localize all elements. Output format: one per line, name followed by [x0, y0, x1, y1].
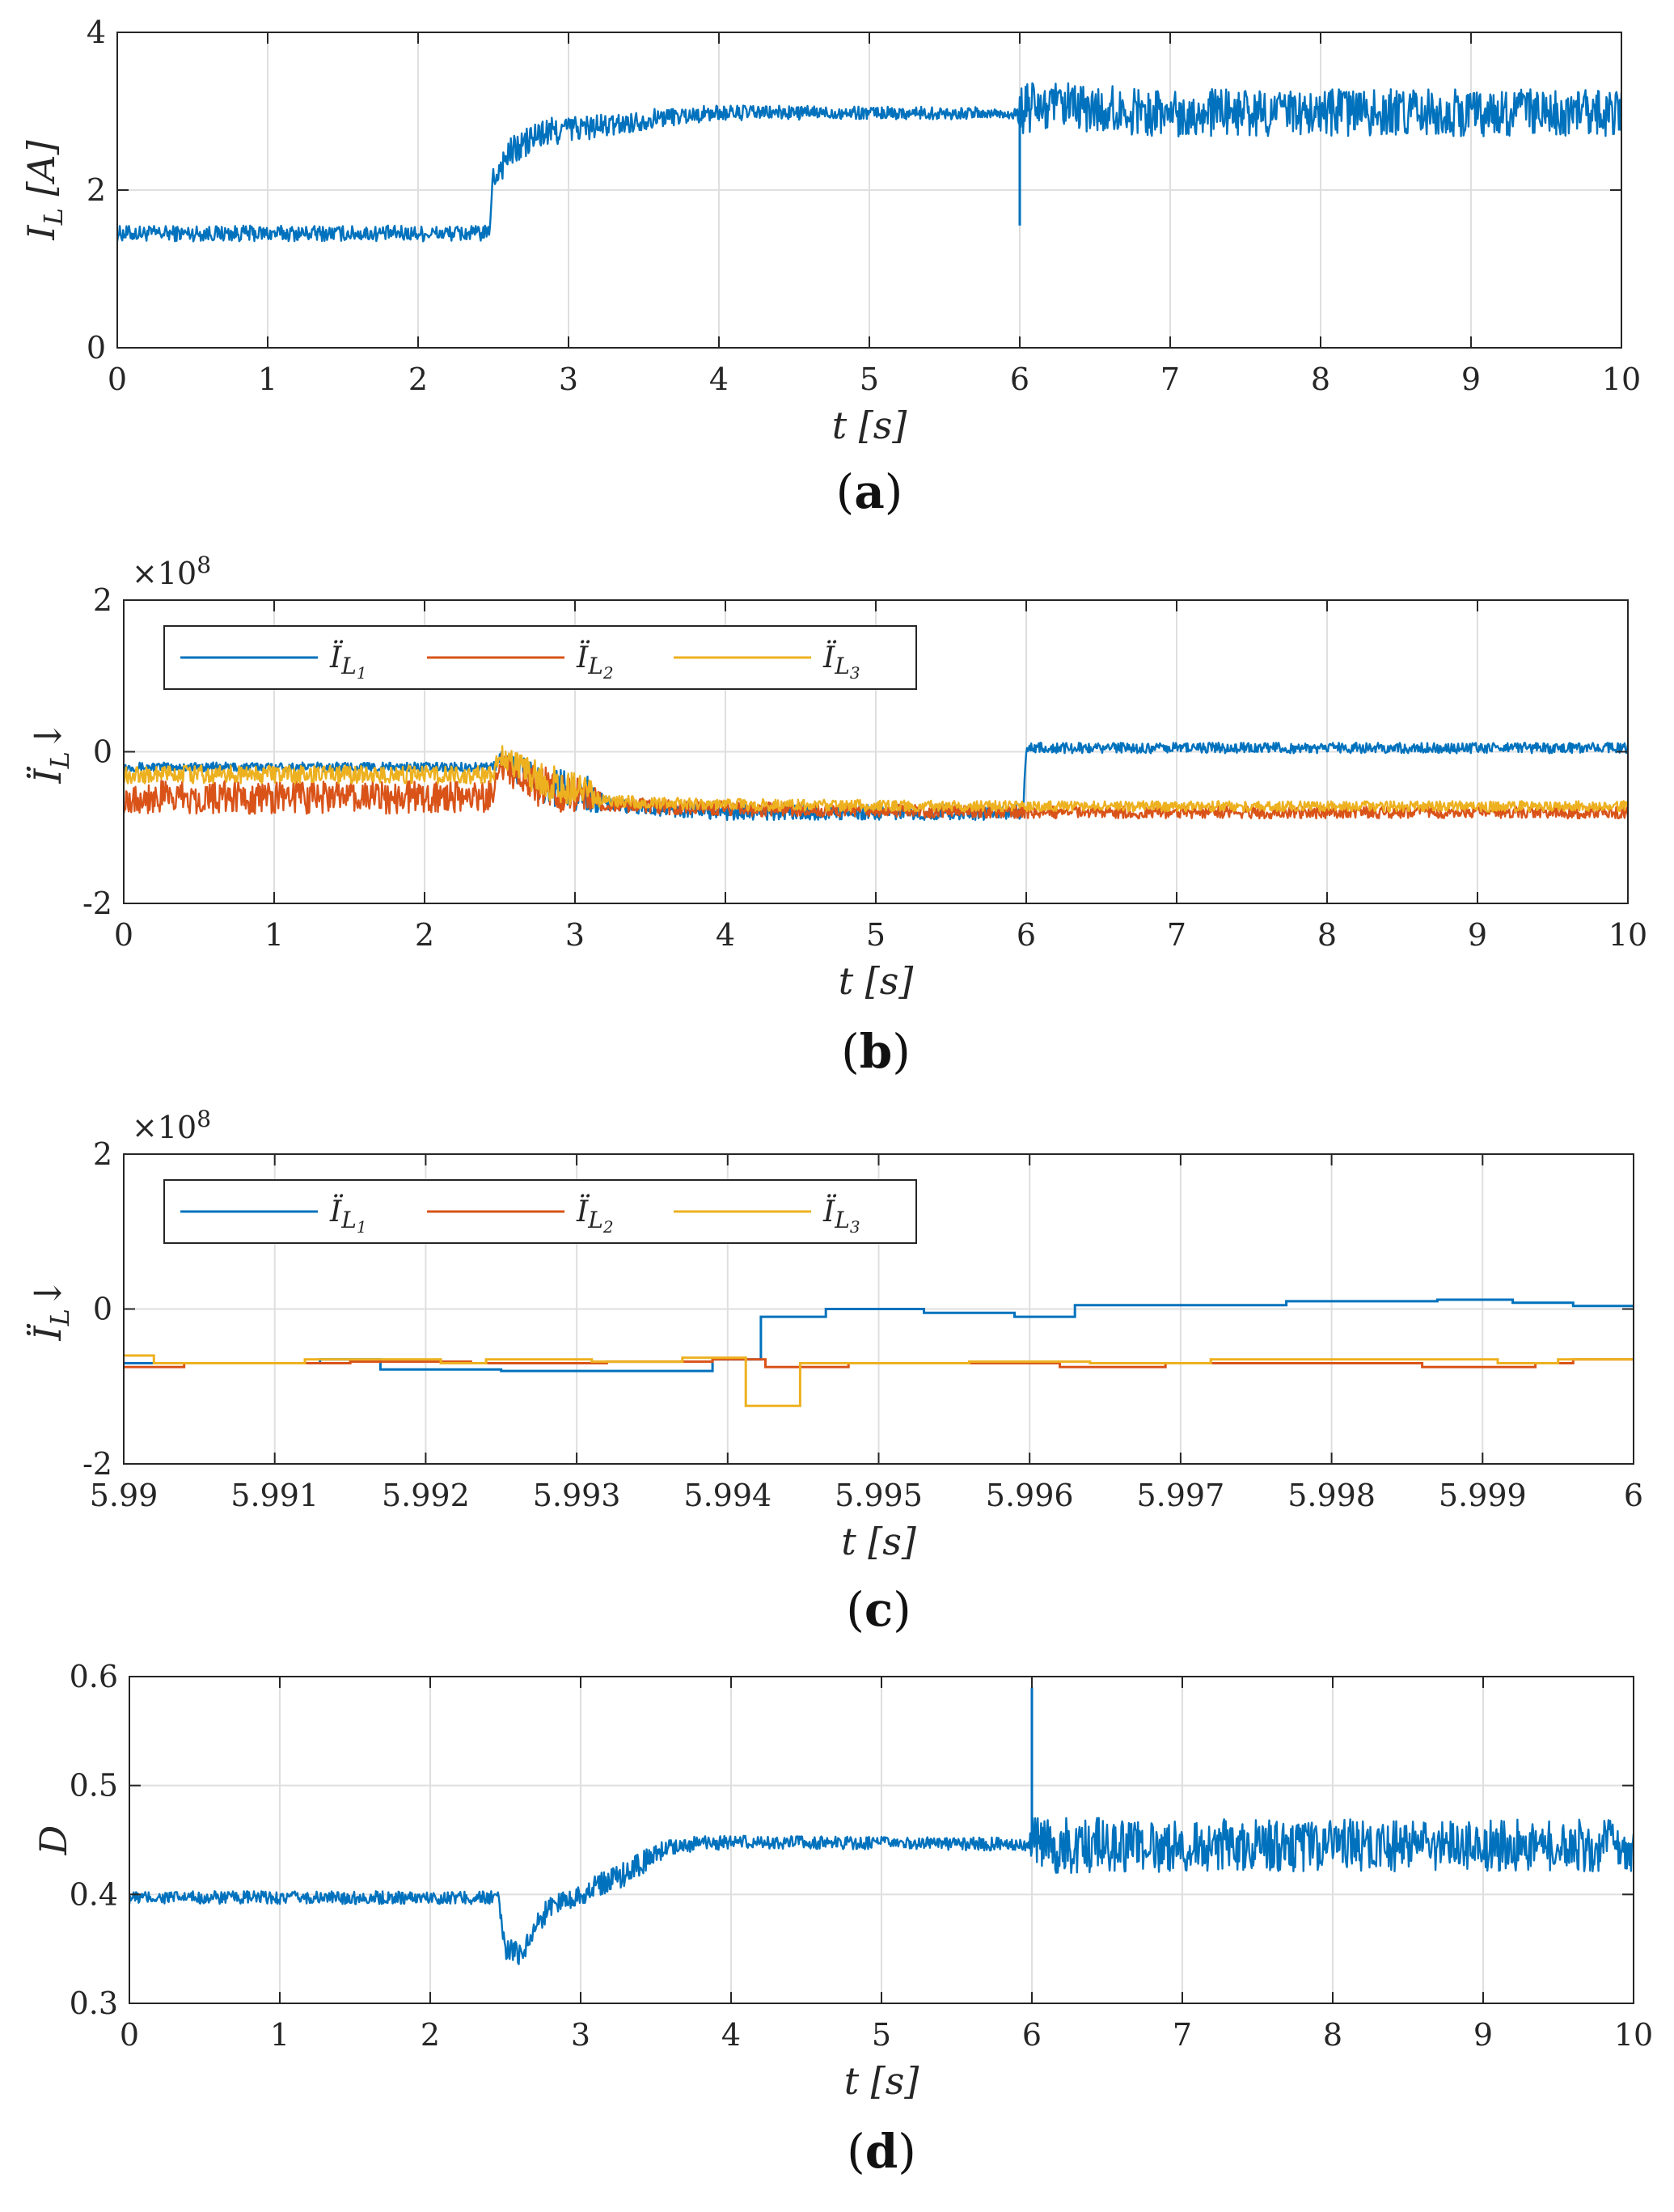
y-axis-label: ÏL↓ [26, 721, 75, 785]
panel-caption: (d) [847, 2124, 916, 2179]
y-tick-label: 0.5 [70, 1768, 118, 1804]
plot-area [124, 1298, 1634, 1407]
x-tick-label: 7 [1160, 362, 1180, 397]
x-tick-label: 5.991 [230, 1478, 319, 1513]
x-tick-label: 5.993 [533, 1478, 621, 1513]
x-tick-label: 10 [1614, 2017, 1653, 2053]
y-axis-label: D [32, 1825, 75, 1856]
x-tick-label: 6 [1624, 1478, 1643, 1513]
x-tick-label: 3 [559, 362, 578, 397]
y-tick-label: 0.6 [70, 1659, 118, 1694]
x-axis-label: t [s] [841, 1520, 916, 1563]
x-tick-label: 4 [716, 917, 735, 953]
x-tick-label: 5.995 [835, 1478, 923, 1513]
legend: ÏL1 ÏL2 ÏL3 [163, 625, 917, 690]
y-axis-label: IL [A] [19, 140, 69, 240]
x-tick-label: 5 [866, 917, 886, 953]
y-tick-label: -2 [82, 1446, 112, 1482]
x-tick-label: 5.99 [90, 1478, 159, 1513]
y-tick-label: 0 [93, 1292, 112, 1327]
x-axis-label: t [s] [832, 404, 907, 447]
x-tick-label: 0 [120, 2017, 139, 2053]
panel-caption: (c) [846, 1582, 911, 1637]
axis-multiplier: ×108 [132, 552, 211, 591]
x-tick-label: 3 [565, 917, 585, 953]
panel-caption: (b) [841, 1024, 911, 1079]
y-tick-label: 2 [93, 582, 112, 618]
series-line-2 [124, 1358, 1634, 1368]
x-tick-label: 0 [108, 362, 127, 397]
x-tick-label: 6 [1010, 362, 1029, 397]
x-tick-label: 2 [415, 917, 434, 953]
axis-multiplier: ×108 [132, 1106, 211, 1145]
x-tick-label: 9 [1461, 362, 1481, 397]
y-tick-label: 2 [87, 172, 106, 208]
series-line-1 [117, 82, 1621, 243]
chart-panel-c: 5.99 5.991 5.992 5.993 5.994 5.995 5.996 5.997 5… [26, 1106, 1643, 1637]
y-tick-label: 0.3 [70, 1986, 118, 2021]
y-tick-label: 0.4 [70, 1876, 118, 1912]
panel-caption: (a) [836, 464, 903, 519]
x-tick-label: 10 [1608, 917, 1647, 953]
x-tick-label: 2 [408, 362, 428, 397]
x-tick-label: 8 [1323, 2017, 1342, 2053]
x-tick-label: 5.998 [1287, 1478, 1376, 1513]
y-tick-label: 0 [87, 330, 106, 366]
x-tick-label: 5.997 [1137, 1478, 1225, 1513]
x-tick-label: 2 [421, 2017, 440, 2053]
x-tick-label: 5.992 [382, 1478, 470, 1513]
y-tick-label: 4 [87, 15, 106, 50]
x-tick-label: 1 [258, 362, 277, 397]
series-line-2 [124, 752, 1628, 820]
x-tick-label: 1 [270, 2017, 290, 2053]
x-axis-label: t [s] [839, 959, 914, 1003]
legend: ÏL1 ÏL2 ÏL3 [163, 1179, 917, 1244]
y-tick-label: -2 [82, 886, 112, 921]
x-tick-label: 5.999 [1439, 1478, 1527, 1513]
y-tick-label: 2 [93, 1136, 112, 1172]
x-tick-label: 6 [1017, 917, 1036, 953]
x-tick-label: 5 [860, 362, 879, 397]
x-tick-label: 9 [1473, 2017, 1493, 2053]
series-line-1 [124, 1298, 1634, 1372]
plot-area [117, 82, 1621, 243]
x-tick-label: 5.996 [986, 1478, 1074, 1513]
x-tick-label: 0 [114, 917, 133, 953]
x-tick-label: 5 [872, 2017, 891, 2053]
x-tick-label: 7 [1167, 917, 1186, 953]
x-tick-label: 8 [1311, 362, 1330, 397]
x-tick-label: 6 [1022, 2017, 1042, 2053]
y-tick-label: 0 [93, 734, 112, 770]
x-tick-label: 4 [709, 362, 729, 397]
y-axis-label: ÏL↓ [26, 1278, 75, 1342]
x-tick-label: 8 [1317, 917, 1337, 953]
plot-area [129, 1687, 1634, 1965]
x-tick-label: 3 [571, 2017, 590, 2053]
series-line-3 [124, 745, 1628, 813]
chart-panel-a: 0 1 2 3 4 5 6 7 8 9 10 0 2 4 t [s] IL [A] (a) [19, 15, 1641, 519]
x-axis-label: t [s] [844, 2059, 919, 2103]
x-tick-label: 10 [1602, 362, 1641, 397]
x-tick-label: 1 [264, 917, 284, 953]
x-tick-label: 5.994 [683, 1478, 771, 1513]
x-tick-label: 7 [1173, 2017, 1192, 2053]
x-tick-label: 9 [1468, 917, 1487, 953]
chart-panel-d: 0 1 2 3 4 5 6 7 8 9 10 0.3 0.4 0.5 0.6 t [s] D (d) [32, 1659, 1653, 2179]
series-line-3 [124, 1354, 1634, 1407]
plot-area [124, 742, 1628, 822]
x-tick-label: 4 [721, 2017, 741, 2053]
series-line-1 [129, 1817, 1634, 1965]
